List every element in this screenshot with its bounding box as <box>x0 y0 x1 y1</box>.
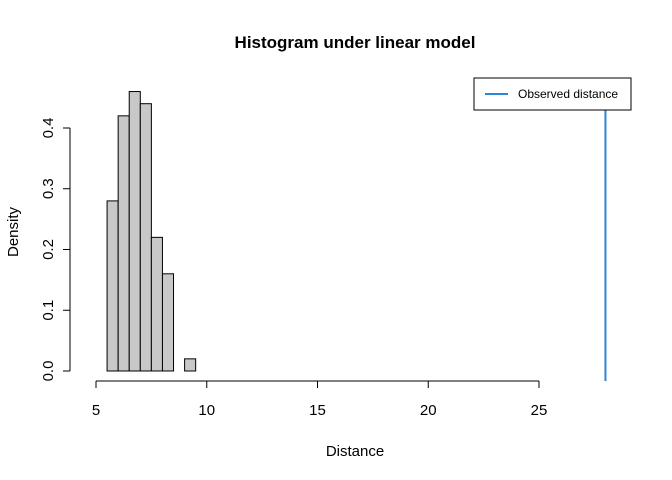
histogram-bar <box>139 103 152 372</box>
x-axis-label: Distance <box>326 443 384 460</box>
y-tick-label: 0.4 <box>40 118 57 139</box>
histogram-bar <box>184 358 197 372</box>
y-tick-label: 0.0 <box>40 361 57 382</box>
x-tick-label: 15 <box>309 402 326 419</box>
x-tick-label: 10 <box>198 402 215 419</box>
y-axis-label: Density <box>5 206 22 257</box>
y-tick-label: 0.2 <box>40 239 57 260</box>
legend: Observed distance <box>473 77 632 111</box>
x-tick-label: 25 <box>531 402 548 419</box>
histogram-bar <box>150 236 163 372</box>
x-tick-label: 5 <box>92 402 100 419</box>
y-tick-label: 0.1 <box>40 300 57 321</box>
histogram-bar <box>117 115 130 372</box>
x-tick-label: 20 <box>420 402 437 419</box>
histogram-bar <box>161 273 175 372</box>
y-tick-label: 0.3 <box>40 178 57 199</box>
y-axis: 0.0 0.1 0.2 0.3 0.4 <box>40 118 71 382</box>
histogram-bar <box>128 91 141 372</box>
legend-label: Observed distance <box>518 87 618 101</box>
histogram-bars <box>106 91 197 372</box>
histogram-bar <box>106 200 119 372</box>
x-axis: 5 10 15 20 25 <box>92 380 548 419</box>
chart-title: Histogram under linear model <box>235 33 476 52</box>
